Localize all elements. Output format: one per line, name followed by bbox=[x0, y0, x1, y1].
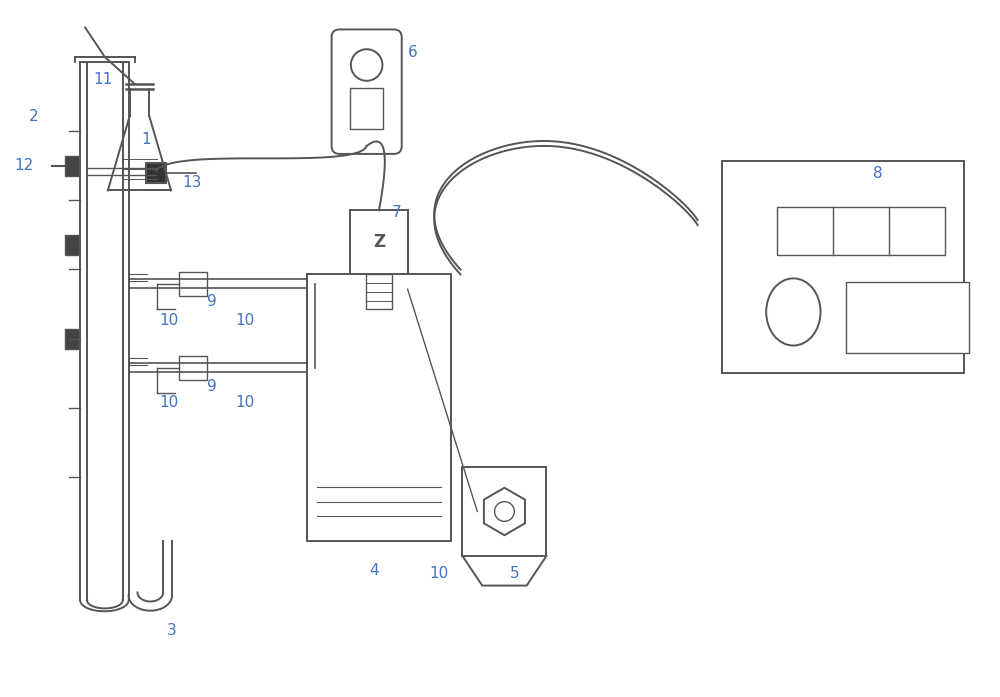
Bar bbox=[350, 210, 408, 275]
Circle shape bbox=[351, 49, 382, 81]
Circle shape bbox=[495, 502, 514, 521]
Ellipse shape bbox=[766, 278, 821, 346]
Text: 3: 3 bbox=[167, 622, 177, 638]
Text: 10: 10 bbox=[236, 395, 255, 411]
Bar bbox=[777, 207, 944, 254]
Text: 7: 7 bbox=[391, 205, 401, 220]
Bar bbox=[179, 356, 207, 380]
Text: 13: 13 bbox=[182, 175, 202, 190]
Bar bbox=[65, 329, 79, 348]
Bar bbox=[307, 275, 451, 541]
Bar bbox=[65, 235, 79, 254]
Text: 5: 5 bbox=[510, 566, 520, 581]
Bar bbox=[350, 88, 383, 129]
Text: 8: 8 bbox=[873, 166, 882, 181]
Bar bbox=[65, 156, 79, 176]
Text: 1: 1 bbox=[142, 132, 151, 146]
Text: Z: Z bbox=[373, 233, 385, 252]
Text: 11: 11 bbox=[93, 72, 113, 87]
Text: 10: 10 bbox=[159, 395, 179, 411]
Bar bbox=[462, 467, 546, 556]
Bar bbox=[366, 275, 392, 309]
Text: 10: 10 bbox=[429, 566, 448, 581]
Text: 6: 6 bbox=[408, 45, 418, 60]
Text: 9: 9 bbox=[207, 293, 216, 309]
Text: 12: 12 bbox=[14, 158, 34, 174]
Text: 10: 10 bbox=[159, 314, 179, 328]
Text: 10: 10 bbox=[236, 314, 255, 328]
Bar bbox=[146, 163, 166, 183]
Bar bbox=[722, 161, 964, 373]
Polygon shape bbox=[484, 488, 525, 535]
Text: 2: 2 bbox=[29, 109, 39, 124]
Text: 9: 9 bbox=[207, 378, 216, 394]
FancyBboxPatch shape bbox=[332, 29, 402, 154]
Bar bbox=[846, 282, 969, 353]
Text: 4: 4 bbox=[369, 563, 378, 579]
Bar bbox=[179, 273, 207, 296]
